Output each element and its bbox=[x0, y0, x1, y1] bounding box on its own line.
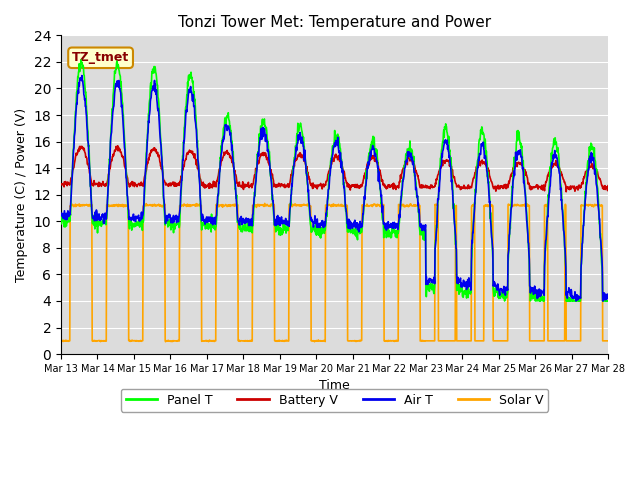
X-axis label: Time: Time bbox=[319, 379, 350, 393]
Y-axis label: Temperature (C) / Power (V): Temperature (C) / Power (V) bbox=[15, 108, 28, 282]
Text: TZ_tmet: TZ_tmet bbox=[72, 51, 129, 64]
Legend: Panel T, Battery V, Air T, Solar V: Panel T, Battery V, Air T, Solar V bbox=[120, 389, 548, 412]
Title: Tonzi Tower Met: Temperature and Power: Tonzi Tower Met: Temperature and Power bbox=[178, 15, 491, 30]
